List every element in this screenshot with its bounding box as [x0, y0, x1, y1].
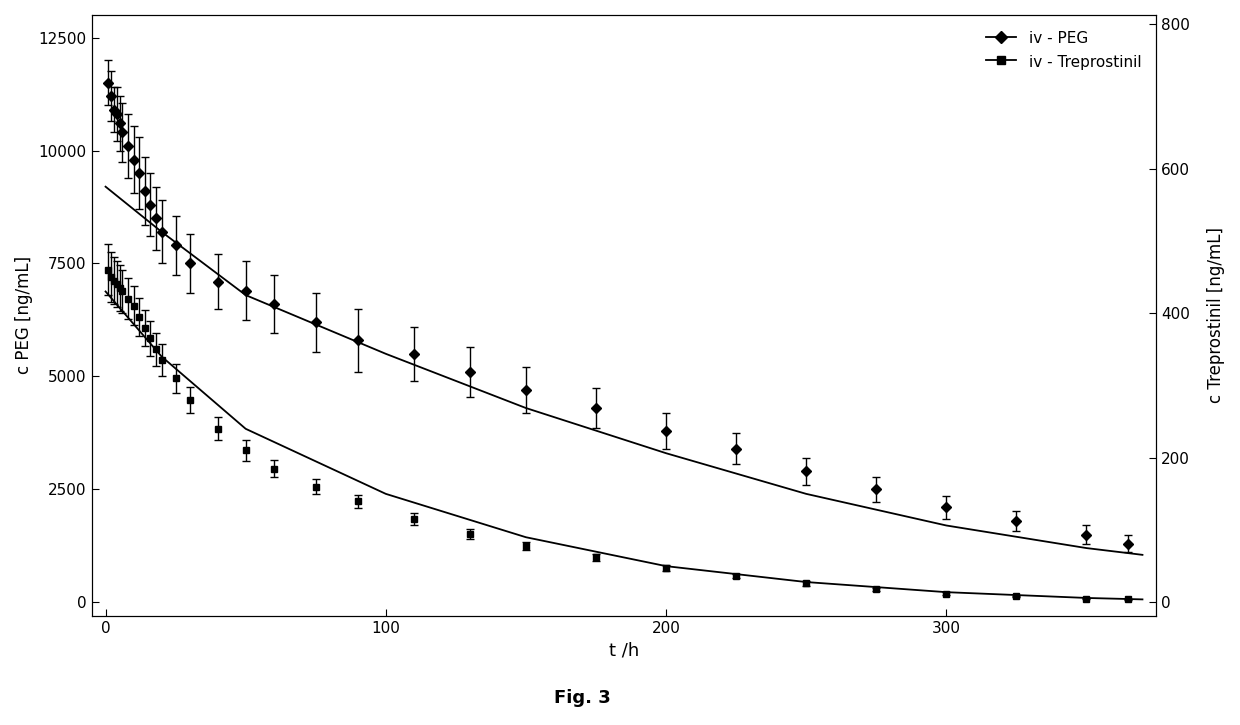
Y-axis label: c PEG [ng/mL]: c PEG [ng/mL]: [15, 257, 33, 375]
Legend: iv - PEG, iv - Treprostinil: iv - PEG, iv - Treprostinil: [978, 22, 1148, 78]
X-axis label: t /h: t /h: [609, 641, 639, 659]
Text: Fig. 3: Fig. 3: [554, 689, 611, 708]
Y-axis label: c Treprostinil [ng/mL]: c Treprostinil [ng/mL]: [1207, 228, 1225, 403]
